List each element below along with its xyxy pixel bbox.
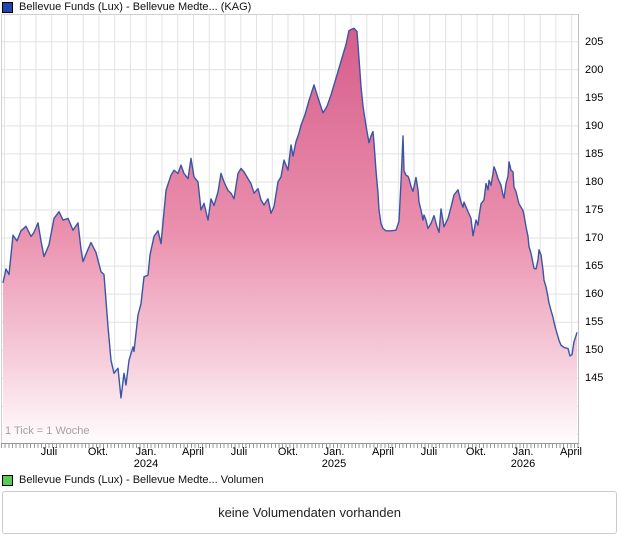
x-axis-label: Jan. 2025 <box>321 446 347 470</box>
x-axis-label: April <box>371 446 394 458</box>
volume-legend: Bellevue Funds (Lux) - Bellevue Medte...… <box>2 474 264 486</box>
price-legend-label: Bellevue Funds (Lux) - Bellevue Medte...… <box>19 1 252 13</box>
x-axis: Juli Okt. Jan. 2024 April Juli Okt. Jan. 2025 Apr… <box>0 446 620 472</box>
y-axis: 205 200 195 190 185 180 175 170 165 160 155 150 145 <box>585 0 619 444</box>
price-chart-canvas <box>1 14 579 444</box>
x-axis-label: Okt. <box>465 446 487 458</box>
y-axis-label: 160 <box>585 288 604 301</box>
tick-resolution-note: 1 Tick = 1 Woche <box>5 425 90 437</box>
x-axis-label: Juli <box>40 446 58 458</box>
y-axis-label: 155 <box>585 316 604 329</box>
x-axis-label: Juli <box>420 446 438 458</box>
y-axis-label: 205 <box>585 35 604 48</box>
volume-panel: keine Volumendaten vorhanden <box>2 491 617 534</box>
x-axis-label: Okt. <box>277 446 299 458</box>
x-axis-label: April <box>559 446 582 458</box>
price-chart-plot-area[interactable] <box>1 14 579 444</box>
y-axis-label: 175 <box>585 204 604 216</box>
x-axis-label: April <box>181 446 204 458</box>
y-axis-label: 150 <box>585 344 604 357</box>
y-axis-label: 185 <box>585 147 604 160</box>
y-axis-label: 145 <box>585 372 604 385</box>
volume-legend-label: Bellevue Funds (Lux) - Bellevue Medte...… <box>19 474 264 486</box>
weekly-tick-marks <box>1 444 579 448</box>
x-axis-label: Jan. 2026 <box>510 446 536 470</box>
y-axis-label: 200 <box>585 63 604 76</box>
volume-empty-message: keine Volumendaten vorhanden <box>218 505 401 520</box>
y-axis-label: 190 <box>585 119 604 132</box>
price-legend: Bellevue Funds (Lux) - Bellevue Medte...… <box>2 1 251 13</box>
volume-series-swatch-icon <box>2 474 13 486</box>
x-axis-label: Okt. <box>87 446 109 458</box>
x-axis-label: Jan. 2024 <box>133 446 159 470</box>
x-axis-label: Juli <box>230 446 248 458</box>
y-axis-label: 195 <box>585 91 604 104</box>
y-axis-label: 180 <box>585 175 604 188</box>
y-axis-label: 165 <box>585 260 604 273</box>
price-series-swatch-icon <box>2 1 13 13</box>
y-axis-label: 170 <box>585 232 604 245</box>
